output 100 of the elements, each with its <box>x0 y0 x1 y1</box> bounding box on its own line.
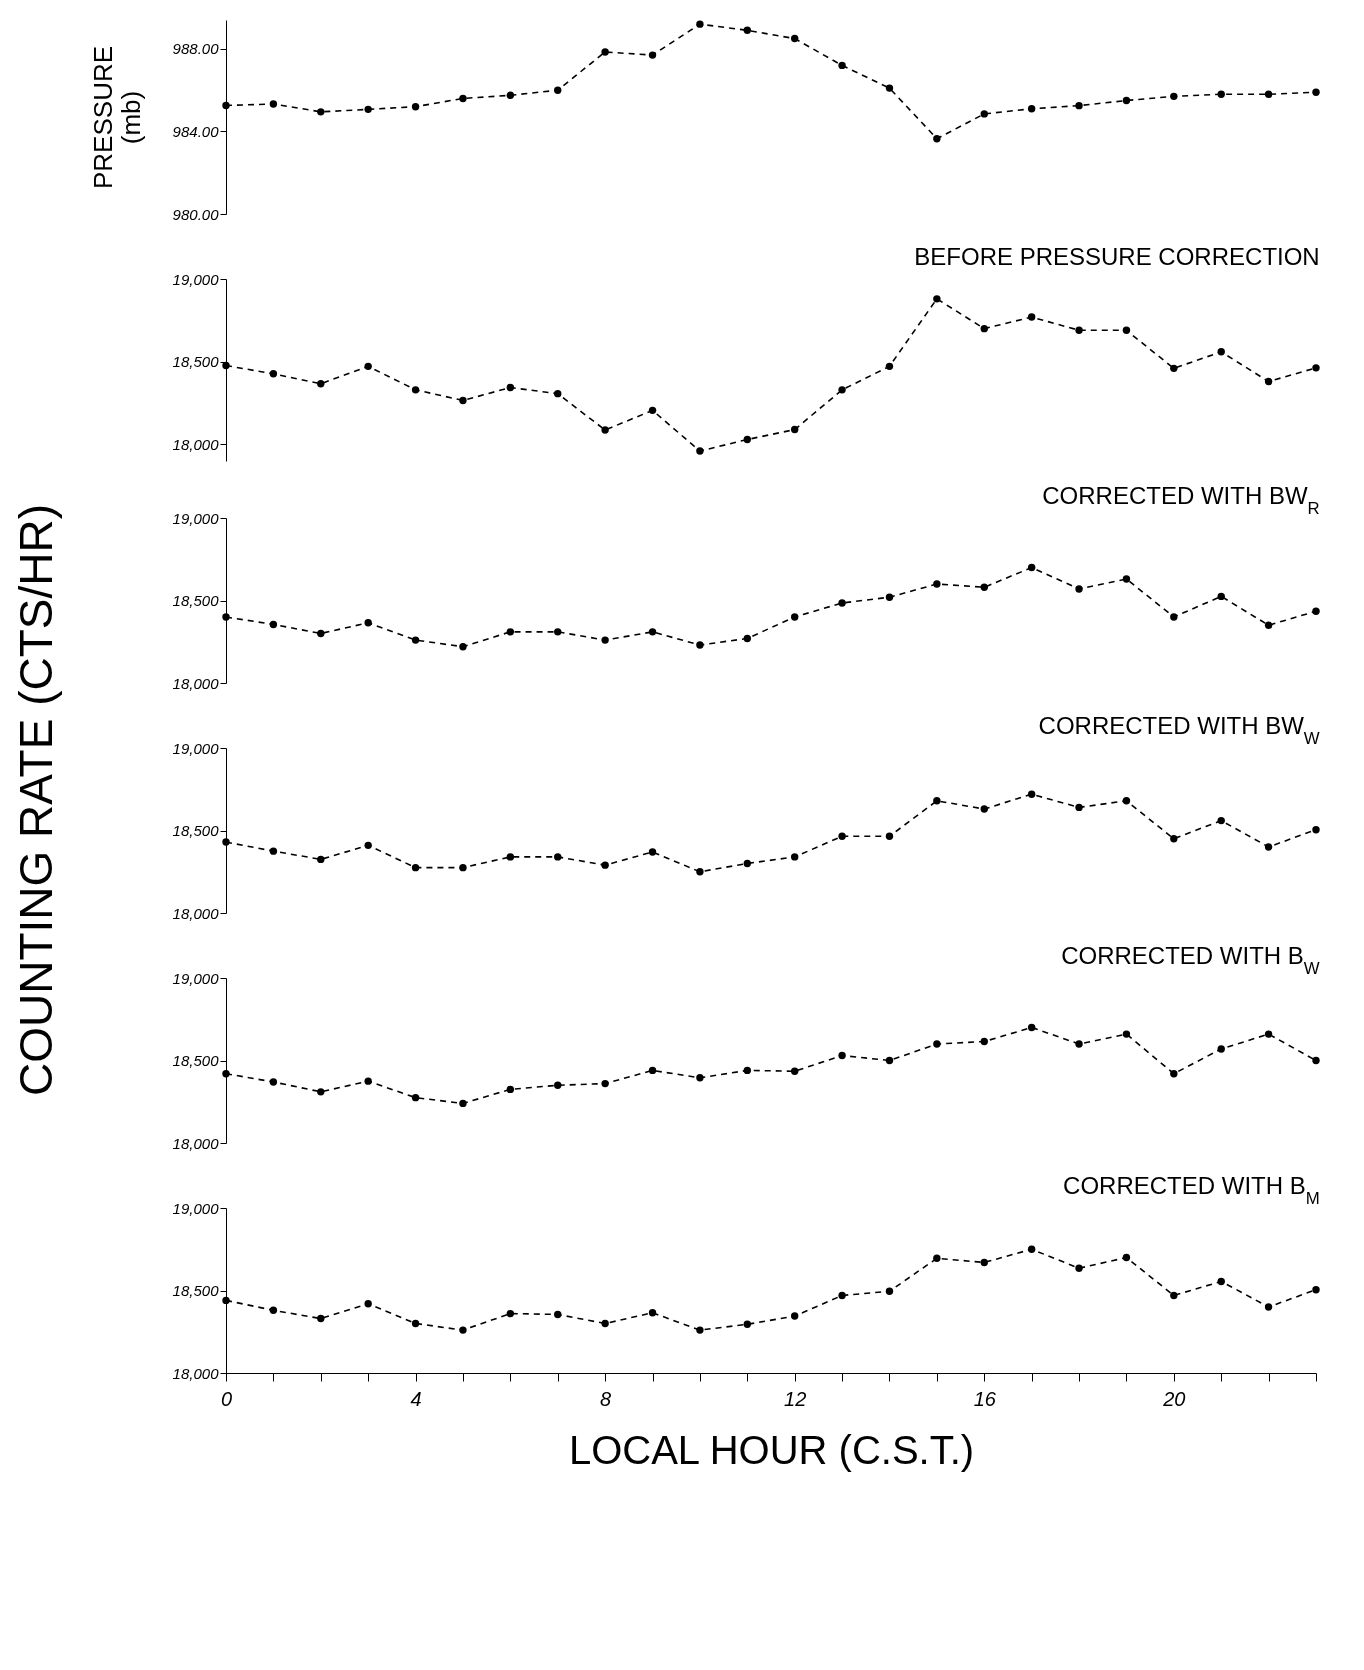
point <box>1075 585 1083 593</box>
point <box>980 1258 988 1267</box>
point <box>554 389 562 398</box>
point <box>459 1099 467 1108</box>
y-tick-label: 18,000 <box>172 1134 220 1152</box>
point <box>601 1319 609 1328</box>
point <box>1217 348 1225 356</box>
point <box>1170 835 1178 843</box>
point <box>269 1306 278 1314</box>
point <box>1027 1023 1036 1032</box>
x-tick-label: 0 <box>220 1387 233 1410</box>
y-tick-label: 19,000 <box>172 270 220 288</box>
point <box>1170 1291 1178 1300</box>
point <box>506 1085 515 1094</box>
y-tick-label: 18,500 <box>172 592 220 609</box>
point <box>838 832 846 840</box>
x-axis-title: LOCAL HOUR (C.S.T.) <box>568 1427 975 1472</box>
point <box>648 628 657 636</box>
point <box>601 636 609 644</box>
point <box>648 848 657 856</box>
point <box>317 629 325 638</box>
point <box>885 1056 894 1065</box>
point <box>317 108 325 116</box>
point <box>933 134 941 143</box>
point <box>1264 621 1273 629</box>
point <box>885 832 894 840</box>
point <box>1264 1303 1273 1311</box>
point <box>601 861 609 869</box>
point <box>554 86 562 94</box>
point <box>648 406 657 415</box>
point <box>838 61 846 70</box>
point <box>1264 1030 1273 1038</box>
point <box>364 841 372 850</box>
point <box>269 847 278 855</box>
point <box>601 426 609 434</box>
x-tick-label: 8 <box>600 1387 612 1410</box>
point <box>933 580 941 588</box>
point <box>1217 592 1225 601</box>
point <box>790 34 799 43</box>
point <box>743 1320 752 1329</box>
point <box>269 1078 278 1086</box>
point <box>1027 563 1036 572</box>
point <box>1217 1277 1225 1286</box>
point <box>411 1093 420 1102</box>
point <box>506 91 515 100</box>
point <box>317 1088 325 1096</box>
point <box>459 643 467 651</box>
y-tick-label: 18,000 <box>172 435 220 453</box>
point <box>459 94 467 103</box>
chart-title: CORRECTED WITH B$_{M}$ <box>1063 1172 1320 1208</box>
point <box>743 634 752 643</box>
point <box>1122 1253 1131 1262</box>
point <box>1027 790 1036 798</box>
point <box>980 805 988 813</box>
point <box>980 110 988 118</box>
point <box>838 386 846 394</box>
point <box>1217 816 1225 825</box>
point <box>364 1300 372 1308</box>
point <box>885 593 894 601</box>
point <box>1075 326 1083 334</box>
point <box>885 1287 894 1296</box>
point <box>1027 313 1036 321</box>
point <box>222 361 230 370</box>
point <box>1312 1056 1320 1065</box>
point <box>980 1037 988 1046</box>
point <box>1027 105 1036 113</box>
point <box>1027 1245 1036 1253</box>
point <box>222 101 230 110</box>
point <box>1075 101 1083 110</box>
point <box>1217 1045 1225 1053</box>
y-tick-label: 18,500 <box>172 1052 220 1069</box>
point <box>790 853 799 861</box>
chart-title: CORRECTED WITH BW$_{W}$ <box>1038 712 1320 748</box>
y-axis-title: COUNTING RATE (CTS/HR) <box>10 503 62 1097</box>
point <box>933 797 941 805</box>
point <box>1312 825 1320 834</box>
y-tick-label: 988.00 <box>172 40 220 58</box>
y-tick-label: 19,000 <box>172 739 220 757</box>
point <box>696 447 704 455</box>
point <box>364 105 372 114</box>
point <box>364 619 372 627</box>
point <box>790 1312 799 1320</box>
point <box>317 855 325 864</box>
point <box>648 1309 657 1317</box>
y-tick-label: 18,500 <box>172 353 220 371</box>
point <box>696 1074 704 1082</box>
point <box>1170 1070 1178 1078</box>
point <box>411 1319 420 1328</box>
y-tick-label: 984.00 <box>172 122 220 140</box>
point <box>506 628 515 636</box>
y-tick-label: 19,000 <box>172 969 220 987</box>
point <box>411 863 420 872</box>
point <box>411 386 420 394</box>
point <box>648 1066 657 1075</box>
point <box>885 362 894 371</box>
point <box>696 641 704 649</box>
point <box>1075 803 1083 812</box>
point <box>1312 364 1320 372</box>
point <box>1170 364 1178 373</box>
y-tick-label: 19,000 <box>172 509 220 527</box>
